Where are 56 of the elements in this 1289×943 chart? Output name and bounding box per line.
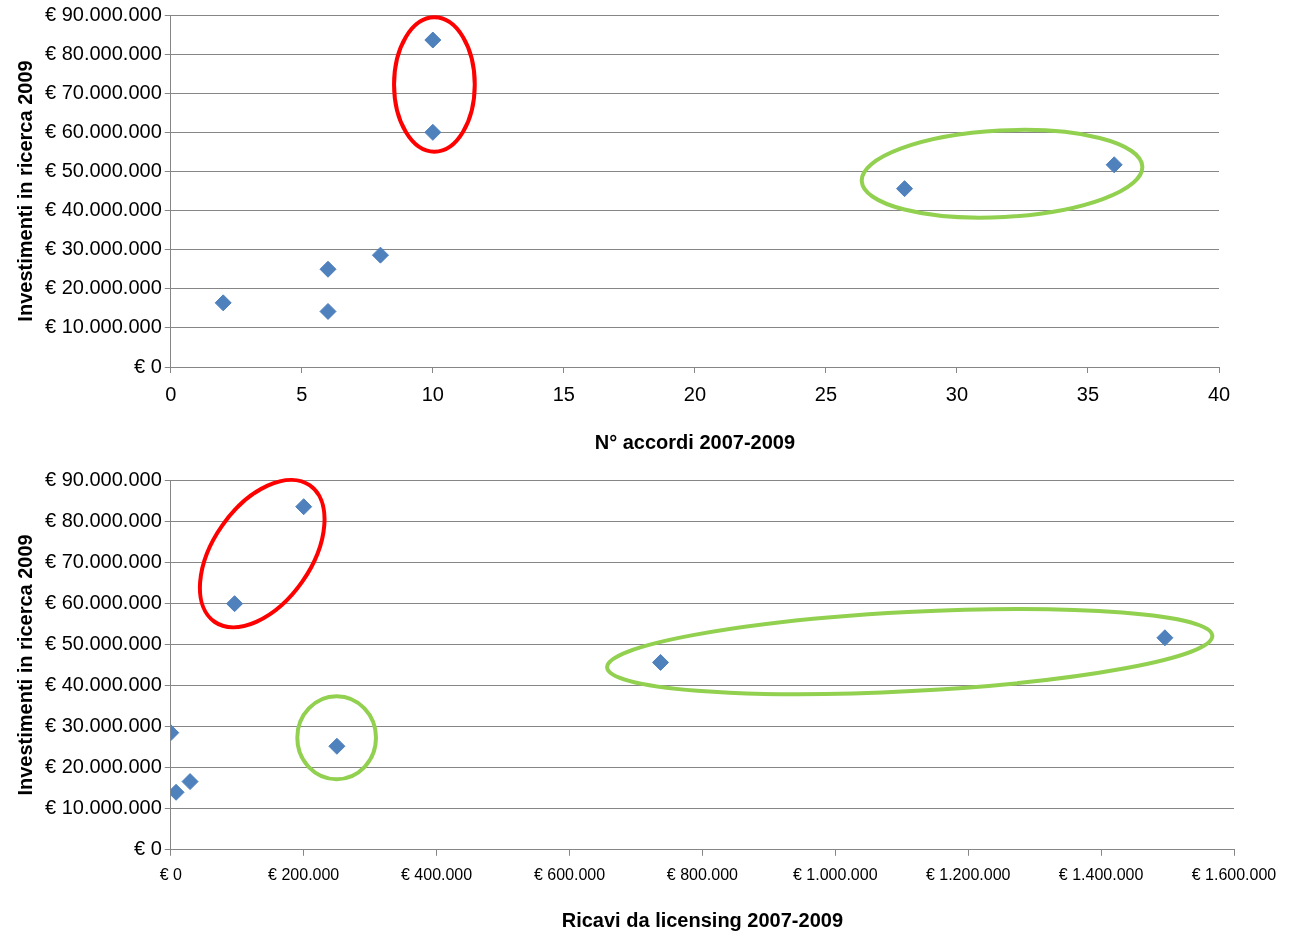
x-tick-label: € 400.000	[400, 865, 473, 883]
x-axis-title: N° accordi 2007-2009	[594, 430, 796, 453]
x-tick-label: € 1.600.000	[1191, 865, 1277, 883]
x-tick-label: 40	[1207, 382, 1231, 405]
point	[652, 653, 670, 671]
x-axis-title: Ricavi da licensing 2007-2009	[561, 908, 844, 931]
point	[1156, 629, 1174, 647]
x-tick-label: 5	[296, 382, 308, 405]
x-tick-label: € 800.000	[666, 865, 739, 883]
y-tick-label: € 20.000.000	[45, 276, 162, 299]
y-axis-title: Investimenti in ricerca 2009	[13, 60, 36, 322]
y-tick-label: € 0	[133, 354, 162, 377]
x-tick-label: 35	[1076, 382, 1100, 405]
point	[328, 737, 346, 755]
y-tick-label: € 10.000.000	[45, 315, 162, 338]
x-tick-label: 20	[683, 382, 707, 405]
x-tick-label: 15	[552, 382, 575, 405]
y-tick-label: € 60.000.000	[45, 590, 162, 613]
y-tick-label: € 90.000.000	[45, 2, 162, 25]
point	[226, 595, 244, 613]
x-tick-label: € 0	[159, 865, 182, 883]
y-tick-label: € 0	[133, 837, 162, 860]
point	[214, 294, 232, 312]
y-tick-label: € 70.000.000	[45, 80, 162, 103]
y-tick-label: € 40.000.000	[45, 198, 162, 221]
x-tick-label: 30	[945, 382, 969, 405]
y-tick-label: € 10.000.000	[45, 796, 162, 819]
y-tick-label: € 50.000.000	[45, 631, 162, 654]
x-tick-label: 10	[421, 382, 444, 405]
point	[181, 773, 199, 791]
point	[896, 180, 914, 198]
x-tick-label: € 600.000	[533, 865, 606, 883]
y-axis-title: Investimenti in ricerca 2009	[13, 534, 36, 796]
x-tick-label: 0	[165, 382, 177, 405]
point	[319, 260, 337, 278]
point	[371, 246, 389, 264]
x-tick-label: € 1.400.000	[1058, 865, 1144, 883]
y-tick-label: € 40.000.000	[45, 672, 162, 695]
x-tick-label: € 1.200.000	[925, 865, 1011, 883]
x-tick-label: € 1.000.000	[793, 865, 878, 883]
x-tick-label: 25	[814, 382, 838, 405]
y-tick-label: € 30.000.000	[45, 714, 162, 737]
point	[424, 123, 442, 141]
y-tick-label: € 30.000.000	[45, 237, 162, 260]
point	[295, 498, 313, 516]
y-tick-label: € 50.000.000	[45, 158, 162, 181]
point	[319, 302, 337, 320]
y-tick-label: € 60.000.000	[45, 119, 162, 142]
x-tick-label: € 200.000	[268, 865, 340, 883]
y-tick-label: € 80.000.000	[45, 508, 162, 531]
y-tick-label: € 20.000.000	[45, 755, 162, 778]
y-tick-label: € 80.000.000	[45, 41, 162, 64]
point	[424, 31, 442, 49]
point	[1105, 156, 1123, 174]
y-tick-label: € 70.000.000	[45, 549, 162, 572]
y-tick-label: € 90.000.000	[45, 467, 162, 490]
